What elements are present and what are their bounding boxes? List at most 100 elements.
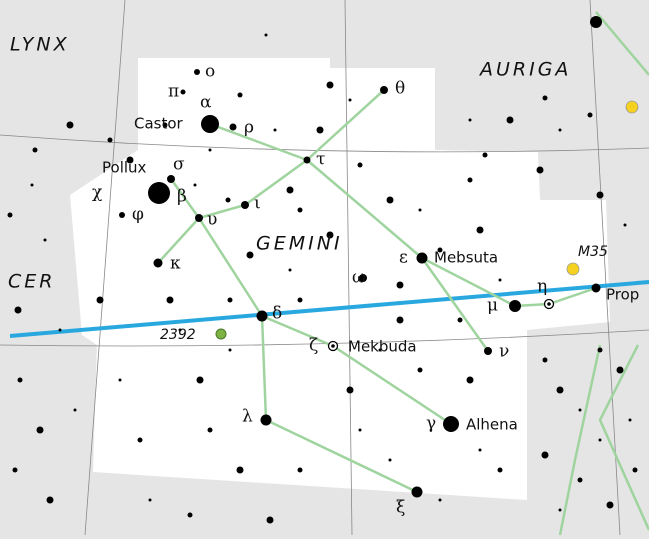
star (196, 376, 204, 384)
star (66, 121, 74, 129)
star (246, 251, 254, 259)
star (326, 81, 334, 89)
star (326, 231, 334, 239)
star (187, 512, 193, 518)
star (107, 137, 113, 143)
star (396, 316, 404, 324)
star (207, 427, 213, 433)
star (119, 212, 125, 218)
constellation-area (70, 58, 610, 500)
greek-letter: υ (207, 210, 217, 230)
star (466, 376, 474, 384)
star (46, 496, 54, 504)
star (346, 386, 354, 394)
star-name: Castor (134, 115, 184, 133)
star (194, 69, 200, 75)
greek-letter: ο (205, 62, 215, 82)
star (443, 416, 459, 432)
star (73, 408, 77, 412)
star (241, 201, 249, 209)
greek-letter: ν (499, 342, 509, 362)
star (587, 112, 593, 118)
region-label: AURIGA (478, 59, 571, 81)
star (286, 186, 294, 194)
star-name: Mebsuta (434, 249, 498, 267)
star (264, 33, 268, 37)
star (396, 281, 404, 289)
star (273, 128, 277, 132)
star (166, 296, 174, 304)
star (628, 418, 632, 422)
greek-letter: β (177, 187, 187, 207)
star (236, 466, 244, 474)
star (288, 268, 292, 272)
star (297, 207, 303, 213)
star-name: Alhena (466, 416, 518, 434)
star (497, 467, 503, 473)
star (578, 408, 582, 412)
star (606, 501, 614, 509)
star (137, 437, 143, 443)
star-name: Mekbuda (348, 338, 417, 356)
star (227, 297, 233, 303)
greek-letter: η (537, 277, 547, 297)
star (623, 223, 627, 227)
ecliptic (9, 280, 649, 338)
star (417, 367, 423, 373)
star (193, 183, 197, 187)
greek-letter: δ (272, 304, 282, 324)
star (632, 467, 638, 473)
greek-letter: ρ (244, 118, 254, 138)
star-cluster (566, 262, 580, 276)
greek-letter: ξ (396, 498, 405, 518)
star (316, 126, 324, 134)
star (266, 516, 274, 524)
star (509, 300, 521, 312)
star (386, 196, 394, 204)
greek-letter: μ (487, 296, 498, 316)
star (418, 208, 422, 212)
star (378, 348, 382, 352)
star (36, 426, 44, 434)
star (558, 508, 562, 512)
greek-letter: α (200, 93, 212, 113)
star (437, 247, 443, 253)
star (303, 156, 311, 164)
star (536, 166, 544, 174)
star (256, 310, 268, 322)
star (476, 226, 484, 234)
star (478, 448, 482, 452)
star (506, 116, 514, 124)
greek-letter: σ (173, 155, 185, 175)
star (541, 451, 549, 459)
star-name: Pollux (102, 159, 147, 177)
region-label: GEMINI (256, 233, 343, 255)
star (357, 162, 363, 168)
star (388, 458, 392, 462)
star (590, 16, 602, 28)
star (598, 438, 602, 442)
region-label: CER (8, 271, 55, 293)
star (228, 348, 232, 352)
star (484, 347, 492, 355)
star (597, 347, 603, 353)
star (468, 118, 472, 122)
star (380, 86, 388, 94)
star (591, 283, 601, 293)
star (542, 95, 548, 101)
star (498, 278, 502, 282)
star (162, 122, 168, 128)
star (126, 156, 134, 164)
star-cluster (215, 328, 227, 340)
star (167, 175, 175, 183)
greek-letter: ι (254, 194, 261, 214)
star (148, 182, 170, 204)
variable-star-core (547, 302, 551, 306)
star (542, 357, 548, 363)
star (195, 214, 203, 222)
greek-letter: φ (132, 205, 144, 225)
region-label: LYNX (10, 34, 70, 56)
variable-star-core (331, 344, 335, 348)
